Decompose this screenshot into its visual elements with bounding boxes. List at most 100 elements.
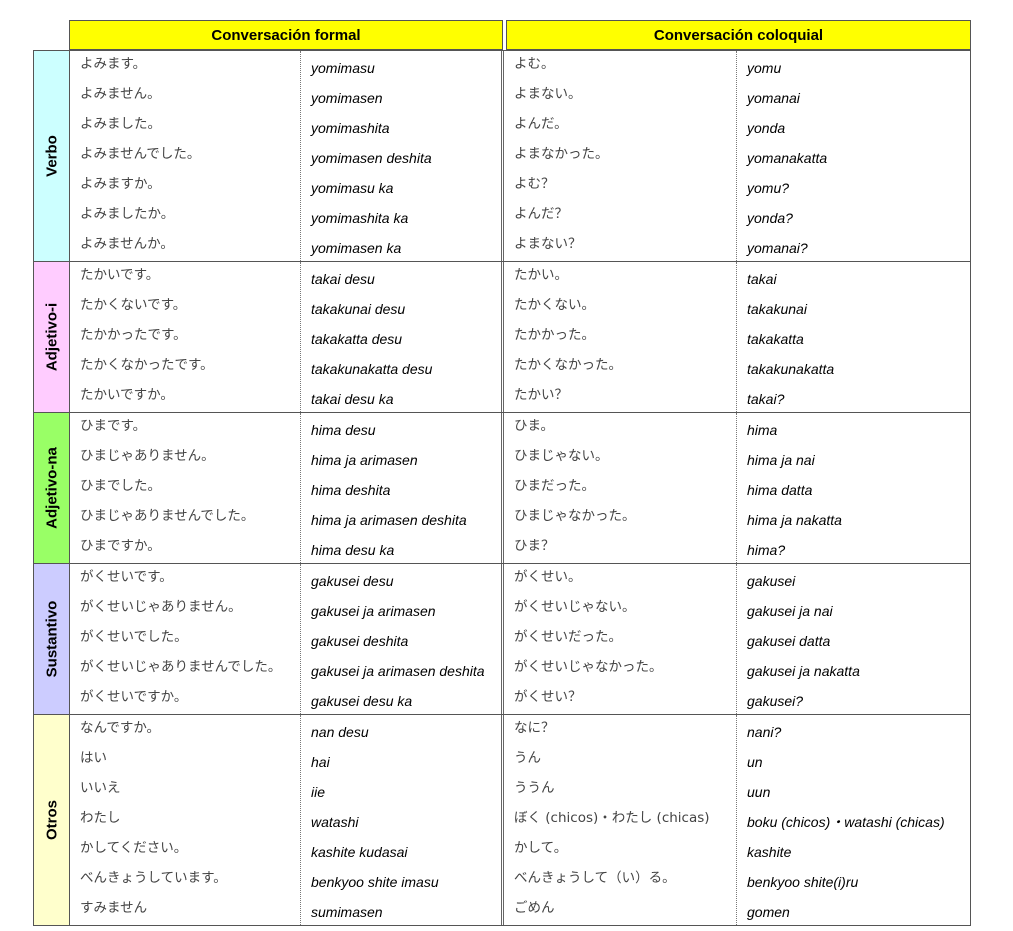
japanese-cell: たかくないです。 (80, 297, 187, 313)
romaji-cell: yonda? (747, 210, 793, 226)
colloquial-romaji-column: nani? un uun boku (chicos)・watashi (chicas)… (736, 715, 970, 925)
romaji-cell: hima deshita (311, 482, 391, 498)
japanese-cell: かしてください。 (80, 840, 188, 856)
romaji-cell: gakusei desu (311, 573, 394, 589)
romaji-cell: yomanakatta (747, 150, 828, 166)
japanese-cell: ひまじゃありません。 (80, 448, 215, 464)
japanese-cell: ううん (514, 780, 555, 796)
japanese-cell: ぼく (chicos)・わたし (chicas) (514, 810, 710, 826)
romaji-cell: yomanai? (747, 240, 808, 256)
japanese-cell: かして。 (514, 840, 568, 856)
japanese-cell: ひまです。 (80, 418, 147, 434)
romaji-cell: takakatta (747, 331, 804, 347)
romaji-cell: hima? (747, 542, 786, 558)
romaji-cell: hima ja nai (747, 452, 815, 468)
romaji-cell: hima ja nakatta (747, 512, 842, 528)
japanese-cell: いいえ (80, 780, 121, 796)
japanese-cell: すみません (80, 900, 148, 916)
japanese-cell: がくせいじゃありません。 (80, 599, 242, 615)
romaji-cell: kashite kudasai (311, 844, 408, 860)
formal-half: よみます。 よみません。 よみました。 よみませんでした。 よみますか。 よみましたか。よ… (70, 51, 504, 261)
romaji-cell: takai? (747, 391, 785, 407)
japanese-cell: がくせい？ (514, 689, 582, 705)
colloquial-half: たかい。 たかくない。 たかかった。 たかくなかった。 たかい？ takai takakun… (504, 262, 970, 412)
romaji-cell: hima desu (311, 422, 376, 438)
colloquial-japanese-column: がくせい。 がくせいじゃない。 がくせいだった。 がくせいじゃなかった。 がくせい？ (504, 564, 736, 714)
formal-romaji-column: gakusei desu gakusei ja arimasen gakusei d… (300, 564, 501, 714)
japanese-cell: がくせい。 (514, 569, 582, 585)
romaji-cell: takai desu ka (311, 391, 394, 407)
romaji-cell: yomimashita ka (311, 210, 409, 226)
formal-romaji-column: hima desu hima ja arimasen hima deshita him… (300, 413, 501, 563)
colloquial-romaji-column: hima hima ja nai hima datta hima ja nakatta… (736, 413, 970, 563)
colloquial-half: なに？ うん ううん ぼく (chicos)・わたし (chicas) かして。 べんきょ… (504, 715, 970, 925)
colloquial-romaji-column: gakusei gakusei ja nai gakusei datta gakuse… (736, 564, 970, 714)
japanese-cell: ひまでした。 (80, 478, 161, 494)
japanese-cell: たかい。 (514, 267, 568, 283)
romaji-cell: gakusei (747, 573, 796, 589)
category-cell: Otros (34, 715, 70, 925)
romaji-cell: yomimasen (311, 90, 383, 106)
colloquial-japanese-column: たかい。 たかくない。 たかかった。 たかくなかった。 たかい？ (504, 262, 736, 412)
romaji-cell: hima ja arimasen deshita (311, 512, 467, 528)
japanese-cell: ひま。 (514, 418, 554, 434)
romaji-cell: gakusei? (747, 693, 804, 709)
romaji-cell: uun (747, 784, 771, 800)
japanese-cell: よみました。 (80, 116, 161, 132)
japanese-cell: たかくなかった。 (514, 357, 622, 373)
formal-half: なんですか。 はい いいえ わたし かしてください。 べんきょうしています。 すみません na… (70, 715, 504, 925)
japanese-cell: がくせいでした。 (80, 629, 188, 645)
romaji-cell: yomimasu ka (311, 180, 394, 196)
romaji-cell: yomimasu (311, 60, 375, 76)
colloquial-half: がくせい。 がくせいじゃない。 がくせいだった。 がくせいじゃなかった。 がくせい？ ga… (504, 564, 970, 714)
japanese-cell: よまない？ (514, 236, 582, 252)
japanese-cell: よみませんか。 (80, 236, 174, 252)
romaji-cell: gakusei desu ka (311, 693, 413, 709)
romaji-cell: takai (747, 271, 777, 287)
colloquial-romaji-column: takai takakunai takakatta takakunakatta taka… (736, 262, 970, 412)
category-cell: Adjetivo-i (34, 262, 70, 412)
romaji-cell: gakusei datta (747, 633, 831, 649)
category-cell: Sustantivo (34, 564, 70, 714)
colloquial-half: よむ。 よまない。 よんだ。 よまなかった。 よむ？ よんだ？ よまない？ yomu yoman… (504, 51, 970, 261)
romaji-cell: benkyoo shite imasu (311, 874, 439, 890)
romaji-cell: hima ja arimasen (311, 452, 418, 468)
romaji-cell: yomu (747, 60, 782, 76)
japanese-cell: ひま？ (514, 538, 555, 554)
formal-japanese-column: ひまです。ひまじゃありません。 ひまでした。ひまじゃありませんでした。 ひまですか。 (70, 413, 300, 563)
formal-half: ひまです。ひまじゃありません。 ひまでした。ひまじゃありませんでした。 ひまですか。… (70, 413, 504, 563)
japanese-cell: がくせいじゃない。 (514, 599, 636, 615)
japanese-cell: よんだ。 (514, 116, 568, 132)
category-label: Adjetivo-i (43, 302, 60, 372)
romaji-cell: yomimashita (311, 120, 390, 136)
formal-half: がくせいです。 がくせいじゃありません。 がくせいでした。 がくせいじゃありませんでし… (70, 564, 504, 714)
section-adjetivo-i: Adjetivo-i たかいです。 たかくないです。 たかかったです。 たかくなかったで… (33, 261, 971, 413)
category-label: Otros (43, 799, 60, 841)
japanese-cell: たかいです。 (80, 267, 160, 283)
japanese-cell: ひまじゃありませんでした。 (80, 508, 255, 524)
romaji-cell: takakunakatta (747, 361, 835, 377)
romaji-cell: gakusei deshita (311, 633, 409, 649)
japanese-cell: がくせいだった。 (514, 629, 622, 645)
japanese-cell: よむ？ (514, 176, 555, 192)
header-formal: Conversación formal (69, 20, 503, 50)
romaji-cell: iie (311, 784, 326, 800)
japanese-cell: よまなかった。 (514, 146, 609, 162)
conjugation-table: Verbo よみます。 よみません。 よみました。 よみませんでした。 よみますか。 よみま… (33, 50, 971, 926)
formal-romaji-column: takai desu takakunai desu takakatta desu ta… (300, 262, 501, 412)
japanese-cell: ひまですか。 (80, 538, 161, 554)
japanese-cell: なに？ (514, 720, 555, 736)
japanese-cell: がくせいですか。 (80, 689, 188, 705)
romaji-cell: boku (chicos)・watashi (chicas) (747, 814, 945, 830)
formal-japanese-column: がくせいです。 がくせいじゃありません。 がくせいでした。 がくせいじゃありませんでし… (70, 564, 300, 714)
romaji-cell: hima datta (747, 482, 813, 498)
category-label: Verbo (43, 135, 60, 177)
category-cell: Verbo (34, 51, 70, 261)
formal-romaji-column: yomimasu yomimasen yomimashita yomimasen de… (300, 51, 501, 261)
section-adjetivo-na: Adjetivo-na ひまです。 ひまじゃありません。 ひまでした。 ひまじゃありませ… (33, 412, 971, 564)
formal-romaji-column: nan desu hai iie watashi kashite kudasai benk… (300, 715, 501, 925)
romaji-cell: takakunakatta desu (311, 361, 433, 377)
formal-japanese-column: たかいです。 たかくないです。 たかかったです。 たかくなかったです。 たかいですか。 (70, 262, 300, 412)
colloquial-japanese-column: なに？ うん ううん ぼく (chicos)・わたし (chicas) かして。 べんきょ… (504, 715, 736, 925)
romaji-cell: gakusei ja nai (747, 603, 833, 619)
